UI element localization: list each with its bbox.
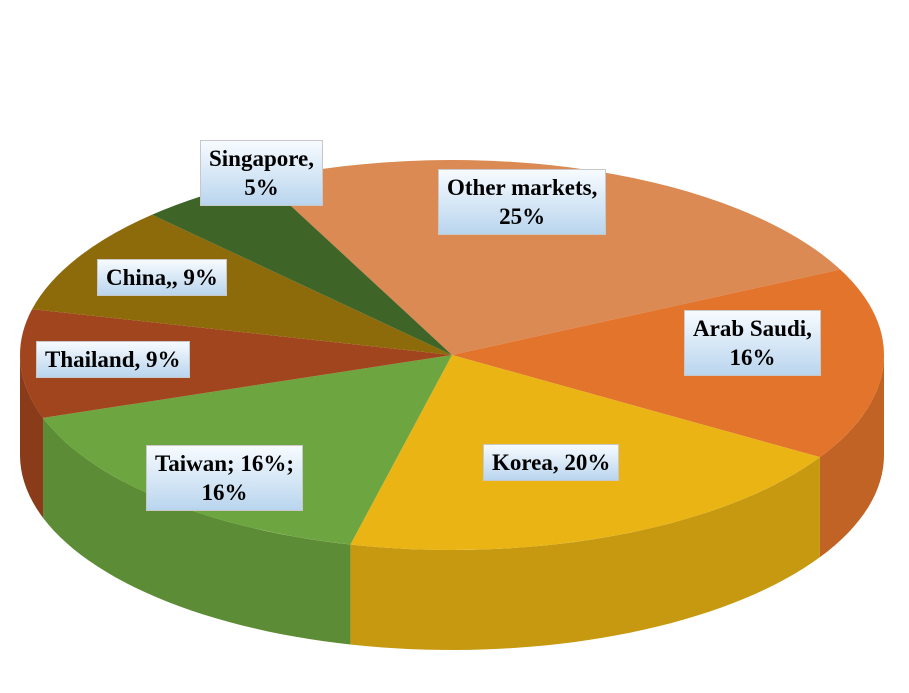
pie-side-arab-saudi [819, 355, 884, 558]
pie-slice-china [32, 214, 452, 355]
pie-slice-thailand [19, 309, 452, 418]
label-korea: Korea, 20% [483, 444, 620, 481]
pie-slice-singapore [151, 179, 452, 355]
label-arab-saudi: Arab Saudi, 16% [684, 310, 821, 376]
pie-side-taiwan [43, 417, 351, 645]
pie-side-thailand [20, 355, 44, 518]
label-taiwan: Taiwan; 16%; 16% [146, 445, 304, 511]
label-other-markets: Other markets, 25% [438, 169, 607, 235]
label-thailand: Thailand, 9% [36, 341, 190, 378]
pie-slice-other-markets [262, 160, 841, 355]
label-singapore: Singapore, 5% [200, 140, 324, 206]
pie-side-korea [350, 457, 820, 650]
label-china: China,, 9% [97, 259, 227, 296]
